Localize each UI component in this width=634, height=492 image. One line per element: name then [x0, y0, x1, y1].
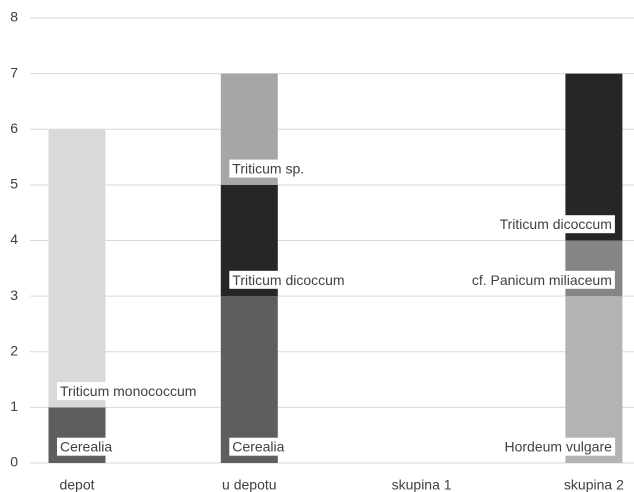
x-tick-label: depot [59, 477, 94, 492]
bar-segment [565, 296, 623, 463]
data-label-bg [57, 437, 116, 456]
bar-segment [48, 129, 106, 408]
data-label-bg [501, 437, 616, 456]
x-tick-label: skupina 2 [564, 477, 624, 492]
y-tick-label: 7 [10, 64, 18, 80]
data-label: Triticum monococcum [60, 383, 196, 399]
labels: Cerealia Triticum monococcum Cerealia Triti… [57, 159, 616, 456]
data-label: Cerealia [60, 439, 112, 455]
data-label: Cerealia [232, 439, 284, 455]
bar-segment [565, 73, 623, 241]
data-label-bg [468, 270, 615, 289]
y-tick-label: 8 [10, 9, 18, 25]
y-tick-label: 1 [10, 398, 18, 414]
data-label-bg [57, 382, 200, 401]
y-tick-label: 6 [10, 120, 18, 136]
y-tick-label: 3 [10, 287, 18, 303]
data-label: cf. Panicum miliaceum [472, 272, 612, 288]
data-label: Triticum dicoccum [232, 272, 344, 288]
y-tick-label: 2 [10, 342, 18, 358]
data-label: Triticum sp. [232, 161, 304, 177]
grid [30, 17, 634, 464]
data-label-bg [496, 215, 615, 234]
y-tick-label: 5 [10, 176, 18, 192]
x-tick-label: u depotu [222, 477, 277, 492]
data-label-bg [229, 270, 348, 289]
bar-segment [220, 296, 278, 463]
data-label-bg [229, 437, 288, 456]
data-label: Triticum dicoccum [500, 216, 612, 232]
data-label-bg [229, 159, 308, 178]
data-label: Hordeum vulgare [505, 439, 613, 455]
y-tick-label: 4 [10, 231, 18, 247]
bars [48, 73, 623, 463]
x-tick-label: skupina 1 [392, 477, 452, 492]
y-tick-label: 0 [10, 454, 18, 470]
